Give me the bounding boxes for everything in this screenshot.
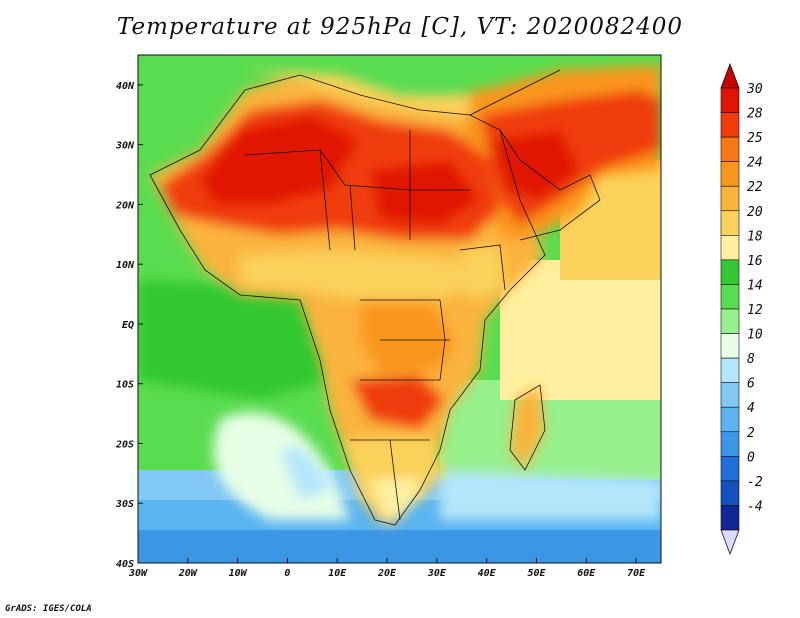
colorbar-swatch xyxy=(720,87,740,113)
colorbar-label: 16 xyxy=(747,254,763,269)
lon-tick-label: 40E xyxy=(478,568,497,579)
colorbar-label: 12 xyxy=(747,303,763,318)
colorbar-label: 2 xyxy=(747,426,755,441)
colorbar-label: 20 xyxy=(747,205,763,220)
colorbar-swatch xyxy=(720,185,740,212)
colorbar-bottom-arrow xyxy=(720,529,740,556)
temperature-field xyxy=(138,55,661,563)
colorbar-swatch xyxy=(720,284,740,310)
colorbar-label: 25 xyxy=(747,131,763,146)
grads-credit: GrADS: IGES/COLA xyxy=(5,604,92,614)
map-frame xyxy=(137,54,662,564)
lat-tick-label: 10N xyxy=(116,260,135,271)
colorbar-swatch xyxy=(720,505,740,531)
lon-tick-label: 30W xyxy=(128,568,148,579)
colorbar-label: 10 xyxy=(747,328,763,343)
lon-tick-label: 10E xyxy=(328,568,347,579)
lat-tick-label: 40N xyxy=(116,81,135,92)
lat-tick-label: 40S xyxy=(116,559,134,570)
lat-tick-label: EQ xyxy=(122,320,134,331)
latitude-axis: 40N 30N 20N 10N EQ 10S 20S 30S 40S xyxy=(115,81,143,570)
lon-tick-label: 20E xyxy=(377,568,397,579)
colorbar-label: 28 xyxy=(747,107,763,122)
lon-tick-label: 50E xyxy=(527,568,546,579)
colorbar-swatch xyxy=(720,308,740,334)
colorbar-swatch xyxy=(720,456,740,482)
colorbar-label: 6 xyxy=(747,377,755,392)
colorbar-swatch xyxy=(720,136,740,162)
colorbar-label: 8 xyxy=(747,352,755,367)
colorbar-label: 30 xyxy=(746,82,763,97)
coastlines xyxy=(149,69,601,526)
lat-tick-label: 10S xyxy=(116,380,134,391)
lat-tick-label: 20N xyxy=(115,200,135,211)
lat-tick-label: 20S xyxy=(115,439,134,450)
colorbar-swatch xyxy=(720,382,740,408)
colorbar-swatch xyxy=(720,210,740,236)
colorbar-swatch xyxy=(720,259,740,285)
lon-tick-label: 30E xyxy=(427,568,447,579)
colorbar-swatch xyxy=(720,112,740,138)
lat-tick-label: 30N xyxy=(115,141,135,152)
colorbar-swatch xyxy=(720,357,740,383)
colorbar-label: 0 xyxy=(747,450,755,465)
colorbar-label: 22 xyxy=(747,180,763,195)
colorbar-swatch xyxy=(720,406,740,433)
colorbar-label: 4 xyxy=(747,401,755,416)
lon-tick-label: 60E xyxy=(577,568,596,579)
colorbar-swatch xyxy=(720,480,740,506)
lat-tick-label: 30S xyxy=(115,499,134,510)
colorbar-label: -2 xyxy=(747,475,763,490)
lon-tick-label: 10W xyxy=(229,568,248,579)
colorbar-swatch xyxy=(720,235,740,261)
colorbar-label: 14 xyxy=(747,278,763,293)
colorbar-label: 24 xyxy=(747,156,763,171)
colorbar-label: -4 xyxy=(747,499,763,514)
colorbar-swatch xyxy=(720,161,740,187)
lon-tick-label: 20W xyxy=(178,568,198,579)
lon-tick-label: 70E xyxy=(627,568,646,579)
map-title: Temperature at 925hPa [C], VT: 202008240… xyxy=(116,14,684,40)
colorbar-swatch xyxy=(720,431,740,457)
colorbar-swatch xyxy=(720,333,740,359)
lon-tick-label: 0 xyxy=(284,568,290,579)
colorbar-top-arrow xyxy=(720,62,740,89)
longitude-axis: 30W 20W 10W 0 10E 20E 30E 40E 50E 60E 70E xyxy=(128,558,646,579)
colorbar-label: 18 xyxy=(747,229,763,244)
